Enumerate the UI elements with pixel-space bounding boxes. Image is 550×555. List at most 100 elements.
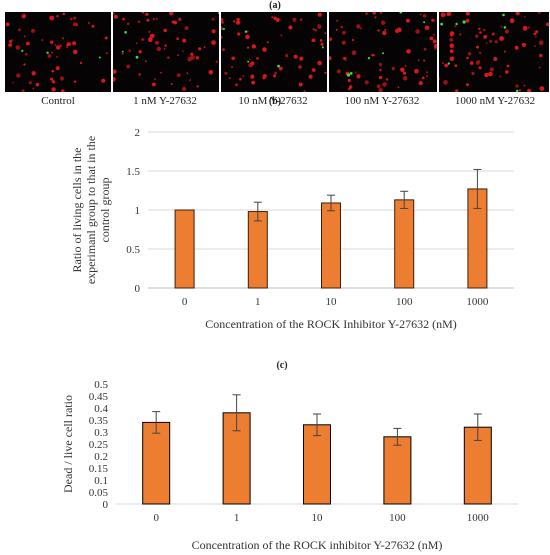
red-cell-dot (182, 50, 184, 53)
red-cell-dot (245, 34, 250, 40)
green-cell-dot (399, 12, 403, 14)
red-cell-dot (342, 30, 346, 35)
red-cell-dot (47, 54, 52, 58)
micrograph-1nm (113, 12, 219, 92)
red-cell-dot (376, 84, 381, 89)
red-cell-dot (160, 71, 162, 74)
red-cell-dot (489, 67, 494, 72)
red-cell-dot (308, 74, 313, 79)
red-cell-dot (384, 28, 387, 31)
red-cell-dot (539, 53, 543, 58)
red-cell-dot (222, 48, 225, 51)
y-tick-label: 0 (135, 283, 141, 295)
red-cell-dot (476, 45, 479, 49)
green-cell-dot (98, 56, 101, 59)
red-cell-dot (533, 32, 537, 36)
red-cell-dot (250, 61, 255, 66)
red-cell-dot (380, 20, 386, 25)
red-cell-dot (23, 63, 26, 66)
red-cell-dot (539, 86, 545, 91)
green-cell-dot (247, 60, 250, 63)
red-cell-dot (215, 60, 218, 63)
red-cell-dot (298, 82, 303, 87)
red-cell-dot (154, 40, 159, 45)
red-cell-dot (208, 70, 214, 75)
red-cell-dot (479, 31, 482, 34)
red-cell-dot (449, 43, 455, 48)
red-cell-dot (292, 17, 297, 22)
red-cell-dot (404, 65, 407, 67)
red-cell-dot (176, 73, 181, 78)
red-cell-dot (113, 14, 118, 19)
red-cell-dot (66, 42, 71, 47)
red-cell-dot (489, 39, 493, 43)
red-cell-dot (211, 17, 215, 21)
red-cell-dot (538, 40, 544, 45)
red-cell-dot (49, 40, 54, 44)
red-cell-dot (515, 12, 520, 16)
red-cell-dot (521, 42, 526, 47)
red-cell-dot (31, 71, 36, 76)
red-cell-dot (181, 86, 187, 92)
red-cell-dot (484, 72, 489, 78)
red-cell-dot (62, 37, 64, 40)
red-cell-dot (16, 73, 21, 78)
red-cell-dot (147, 37, 153, 43)
red-cell-dot (178, 17, 182, 21)
micrograph-control (5, 12, 111, 92)
red-cell-dot (12, 81, 15, 84)
red-cell-dot (275, 17, 280, 22)
red-cell-dot (184, 26, 189, 31)
red-cell-dot (113, 69, 117, 74)
y-tick-label: 0 (103, 499, 109, 511)
red-cell-dot (72, 22, 77, 27)
red-cell-dot (79, 61, 83, 65)
green-cell-dot (462, 20, 466, 24)
red-cell-dot (145, 12, 149, 16)
green-cell-dot (321, 46, 324, 49)
red-cell-dot (523, 84, 526, 87)
panel-label-c: (c) (276, 360, 288, 371)
red-cell-dot (478, 66, 482, 70)
red-cell-dot (221, 21, 224, 24)
red-cell-dot (60, 44, 62, 47)
green-cell-dot (502, 13, 505, 17)
y-axis-title: Dead / live cell ratio (61, 395, 75, 493)
red-cell-dot (429, 36, 434, 41)
red-cell-dot (406, 49, 411, 54)
red-cell-dot (138, 50, 142, 54)
red-cell-dot (446, 12, 452, 17)
red-cell-dot (228, 77, 231, 79)
red-cell-dot (523, 16, 526, 18)
red-cell-dot (177, 54, 179, 57)
red-cell-dot (50, 77, 53, 81)
micrograph-10nm (221, 12, 327, 92)
red-cell-dot (459, 33, 462, 36)
red-cell-dot (377, 29, 380, 32)
micrograph-1000nm (439, 12, 549, 92)
red-cell-dot (417, 59, 420, 61)
red-cell-dot (190, 52, 194, 56)
red-cell-dot (242, 75, 245, 77)
red-cell-dot (466, 56, 469, 60)
red-cell-dot (400, 67, 405, 73)
red-cell-dot (329, 56, 332, 61)
red-cell-dot (537, 12, 541, 14)
red-cell-dot (144, 60, 147, 63)
red-cell-dot (141, 38, 144, 41)
red-cell-dot (433, 43, 437, 49)
red-cell-dot (293, 54, 298, 59)
red-cell-dot (262, 47, 267, 52)
x-axis-title: Concentration of the ROCK inhibitor Y-27… (192, 538, 443, 552)
red-cell-dot (483, 35, 487, 39)
red-cell-dot (164, 44, 167, 47)
red-cell-dot (317, 60, 322, 66)
red-cell-dot (505, 70, 509, 74)
red-cell-dot (176, 37, 179, 40)
green-cell-dot (217, 12, 219, 14)
red-cell-dot (439, 77, 441, 80)
red-cell-dot (5, 22, 10, 27)
red-cell-dot (113, 12, 115, 15)
y-axis-title: Ratio of living cells in theexperimanl g… (70, 136, 112, 284)
red-cell-dot (303, 90, 306, 92)
